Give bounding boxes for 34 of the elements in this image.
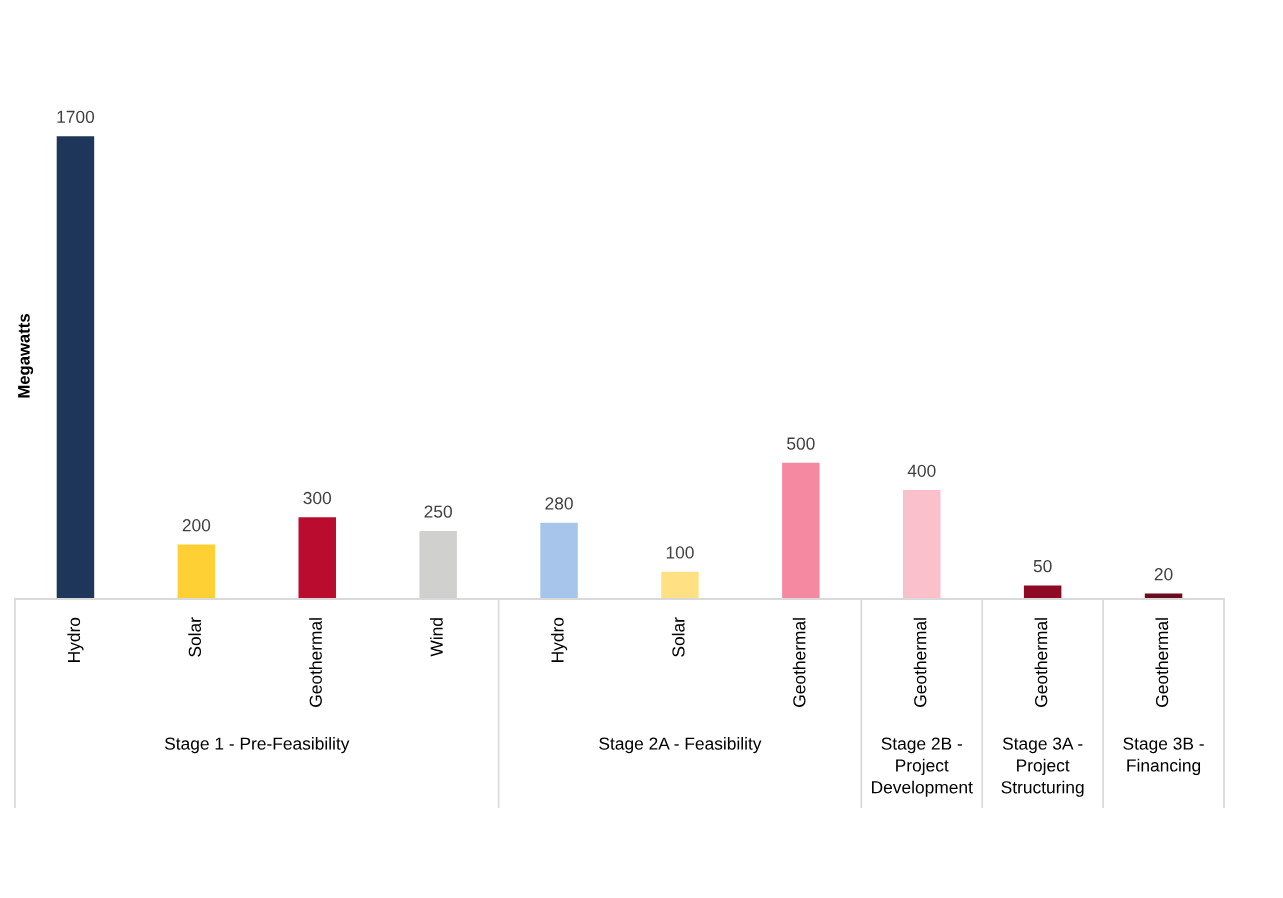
data-label: 250	[424, 505, 452, 518]
data-label: 200	[182, 519, 211, 532]
bar	[1023, 585, 1062, 599]
data-label: 300	[303, 491, 332, 505]
x-tick-label: Solar	[671, 617, 685, 657]
data-label: 280	[545, 497, 573, 510]
x-tick-label: Wind	[430, 618, 443, 657]
data-label: 400	[907, 464, 936, 477]
bar	[298, 517, 336, 599]
x-tick-label: Hydro	[550, 617, 568, 662]
data-label: 20	[1154, 568, 1173, 581]
x-tick-label: Geothermal	[1034, 618, 1048, 707]
bar	[177, 544, 216, 599]
data-label: 50	[1033, 559, 1052, 573]
data-label: 1700	[57, 110, 95, 123]
x-tick-label: Geothermal	[1155, 618, 1169, 707]
bar	[661, 571, 699, 599]
data-label: 100	[666, 546, 694, 559]
bar	[782, 462, 820, 599]
x-tick-label: Solar	[188, 617, 202, 657]
data-label: 500	[787, 437, 815, 450]
text: Stage 1 - Pre-Feasibility	[164, 737, 350, 754]
text: Stage 3B - Financing	[1123, 737, 1204, 776]
bar	[56, 136, 95, 599]
bar	[540, 522, 578, 599]
x-tick-label: Geothermal	[309, 618, 322, 707]
x-tick-label: Geothermal	[913, 618, 927, 707]
bar	[903, 490, 941, 599]
text: Stage 2B - Project Development	[872, 737, 973, 797]
y-axis-title: Megawatts	[18, 314, 34, 398]
text: Stage 3A - Project Structuring	[1001, 737, 1084, 797]
x-tick-label: Geothermal	[792, 618, 806, 707]
x-tick-label: Hydro	[67, 617, 84, 662]
text: Stage 2A - Feasibility	[599, 737, 762, 754]
